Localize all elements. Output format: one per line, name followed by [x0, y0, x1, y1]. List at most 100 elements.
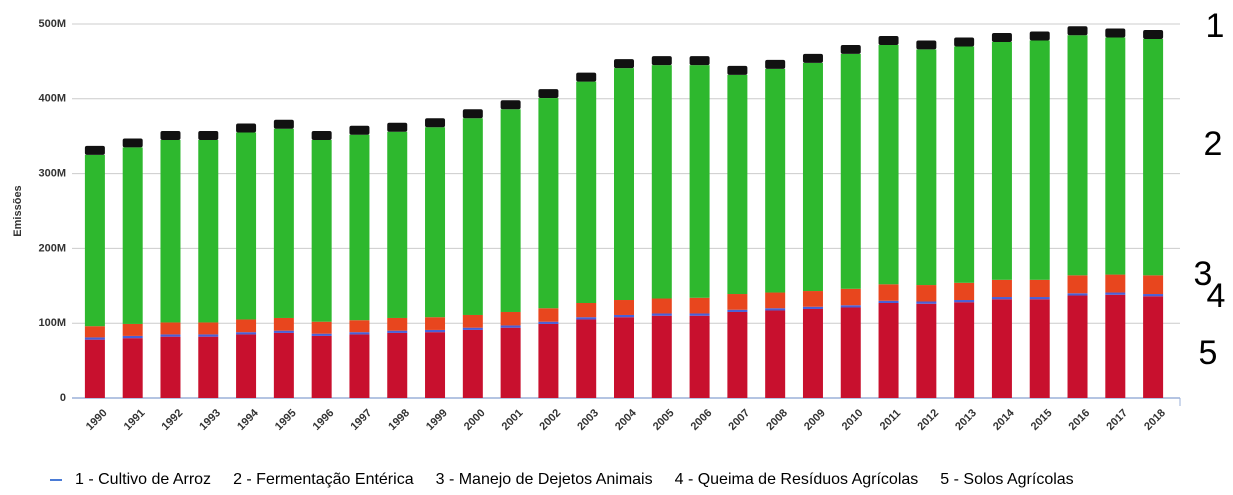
bar-segment — [840, 53, 861, 289]
bar-segment — [576, 72, 597, 82]
bar-segment — [576, 81, 597, 304]
bar-segment — [387, 330, 408, 333]
bar-segment — [1143, 275, 1164, 295]
bar-segment — [576, 303, 597, 318]
y-axis-label: Emissões — [12, 185, 24, 236]
x-tick-label: 2010 — [840, 407, 866, 433]
bar-segment — [462, 109, 483, 119]
bar-segment — [991, 279, 1012, 298]
bar-segment — [273, 332, 294, 398]
bar-segment — [878, 300, 899, 304]
x-tick-label: 2012 — [915, 407, 941, 433]
bar-segment — [614, 59, 634, 69]
x-tick-label: 2017 — [1104, 407, 1130, 433]
bar-segment — [500, 311, 521, 326]
x-tick-label: 1993 — [197, 407, 223, 433]
bar-segment — [1143, 294, 1164, 297]
x-tick-label: 1991 — [122, 407, 148, 433]
x-tick-label: 2013 — [953, 407, 979, 433]
bar-segment — [160, 336, 181, 398]
bar-segment — [425, 317, 446, 330]
series-marker-label: 4 — [1207, 277, 1226, 315]
x-tick-label: 2001 — [500, 407, 526, 433]
bar-segment — [1105, 37, 1126, 275]
y-tick-label: 100M — [38, 317, 66, 329]
bar-segment — [1143, 38, 1164, 276]
bar-segment — [84, 337, 105, 340]
series-marker-label: 5 — [1199, 334, 1218, 372]
bar-segment — [273, 330, 294, 333]
bar-segment — [840, 44, 861, 54]
bar-segment — [122, 147, 143, 324]
x-tick-label: 2014 — [991, 406, 1017, 432]
bar-segment — [727, 65, 748, 75]
bar-segment — [84, 326, 105, 338]
bar-segment — [840, 307, 861, 398]
bar-segment — [1067, 295, 1088, 398]
bar-segment — [765, 59, 786, 69]
bar-segment — [387, 122, 408, 132]
series-marker-label: 1 — [1206, 7, 1225, 45]
bar-segment — [236, 319, 257, 333]
series-marker-label: 3 — [1194, 255, 1213, 293]
bar-segment — [84, 145, 105, 155]
bar-segment — [689, 297, 710, 314]
bar-segment — [765, 308, 786, 311]
bar-segment — [273, 119, 294, 129]
bar-segment — [689, 65, 710, 298]
bar-segment — [651, 315, 672, 398]
legend-label: 2 - Fermentação Entérica — [233, 471, 414, 488]
bar-segment — [689, 313, 710, 316]
x-tick-label: 2015 — [1029, 407, 1055, 433]
bar-segment — [311, 333, 332, 336]
bar-segment — [122, 138, 143, 148]
bar-segment — [160, 139, 181, 323]
bar-segment — [689, 56, 710, 66]
bar-segment — [802, 306, 823, 309]
bar-segment — [84, 339, 105, 398]
bar-segment — [273, 128, 294, 318]
bar-segment — [651, 65, 672, 299]
bar-segment — [878, 44, 899, 285]
bar-segment — [538, 321, 559, 324]
bar-segment — [991, 32, 1012, 42]
y-tick-label: 300M — [38, 168, 66, 180]
bar-segment — [500, 327, 521, 398]
x-tick-label: 2006 — [689, 407, 715, 433]
x-tick-label: 2004 — [613, 406, 639, 432]
y-tick-label: 500M — [38, 18, 66, 30]
bar-segment — [387, 131, 408, 318]
bar-segment — [236, 123, 257, 133]
bar-segment — [1067, 26, 1088, 36]
bar-segment — [462, 329, 483, 398]
bar-segment — [1029, 299, 1050, 398]
x-tick-label: 1995 — [273, 407, 299, 433]
bar-segment — [802, 62, 823, 292]
bar-segment — [236, 334, 257, 398]
bar-segment — [349, 320, 370, 333]
bar-segment — [160, 130, 181, 140]
bar-segment — [727, 74, 748, 295]
bar-segment — [538, 323, 559, 398]
bar-segment — [462, 118, 483, 315]
x-tick-label: 2008 — [764, 407, 790, 433]
bar-segment — [991, 41, 1012, 280]
bar-segment — [727, 294, 748, 310]
x-tick-label: 1990 — [84, 407, 110, 433]
bar-segment — [311, 139, 332, 322]
bar-segment — [425, 329, 446, 333]
bar-segment — [1105, 294, 1126, 398]
bar-segment — [954, 37, 975, 47]
x-tick-label: 2011 — [878, 407, 903, 432]
bar-segment — [878, 303, 899, 398]
x-tick-label: 2003 — [575, 407, 601, 433]
x-tick-label: 1992 — [160, 407, 186, 433]
bar-segment — [198, 334, 219, 337]
bar-segment — [878, 284, 899, 301]
bar-segment — [614, 317, 634, 398]
y-tick-label: 200M — [38, 242, 66, 254]
bar-segment — [198, 139, 219, 323]
x-tick-label: 1994 — [235, 406, 261, 432]
bar-segment — [425, 332, 446, 398]
